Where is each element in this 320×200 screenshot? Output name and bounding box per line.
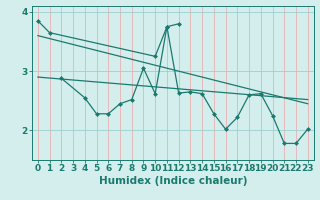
X-axis label: Humidex (Indice chaleur): Humidex (Indice chaleur) — [99, 176, 247, 186]
